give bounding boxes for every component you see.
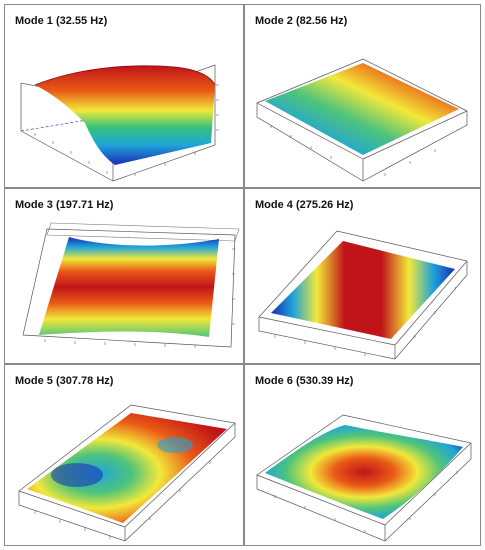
panel-mode-6: Mode 6 (530.39 Hz)	[244, 364, 481, 546]
mode-1-title: Mode 1 (32.55 Hz)	[15, 15, 108, 27]
mode-4-title: Mode 4 (275.26 Hz)	[255, 199, 354, 211]
mode-2-ticks	[270, 125, 436, 176]
mode-3-surface-plot	[22, 222, 240, 348]
panel-mode-2: Mode 2 (82.56 Hz)	[244, 4, 481, 188]
mode-4-surface	[271, 241, 455, 339]
mode-5-box	[18, 404, 236, 542]
mode-3-box	[22, 228, 236, 348]
mode-6-surface	[265, 425, 463, 519]
mode-4-box	[258, 230, 468, 360]
mode-2-surface	[265, 63, 459, 155]
mode-3-title: Mode 3 (197.71 Hz)	[15, 199, 114, 211]
panel-mode-1: Mode 1 (32.55 Hz)	[4, 4, 244, 188]
mode-6-box	[256, 414, 472, 542]
panel-mode-4: Mode 4 (275.26 Hz)	[244, 188, 481, 364]
mode-4-ticks	[274, 287, 456, 356]
mode-4-surface-plot	[258, 230, 468, 360]
mode-5-title: Mode 5 (307.78 Hz)	[15, 375, 114, 387]
mode-5-ticks	[34, 461, 211, 539]
mode-3-surface	[39, 237, 219, 337]
panel-mode-5: Mode 5 (307.78 Hz)	[4, 364, 244, 546]
mode-1-ticks	[34, 84, 219, 176]
mode-2-surface-plot	[256, 58, 468, 182]
mode-6-ticks	[274, 471, 458, 533]
mode-2-box	[256, 58, 468, 182]
mode-1-surface	[35, 65, 215, 165]
mode-6-surface-plot	[256, 414, 472, 542]
mode-3-ticks	[44, 248, 235, 348]
mode-1-surface-plot	[20, 64, 219, 182]
panel-mode-3: Mode 3 (197.71 Hz)	[4, 188, 244, 364]
mode-6-title: Mode 6 (530.39 Hz)	[255, 375, 354, 387]
mode-5-surface-plot	[18, 404, 236, 542]
mode-2-title: Mode 2 (82.56 Hz)	[255, 15, 348, 27]
